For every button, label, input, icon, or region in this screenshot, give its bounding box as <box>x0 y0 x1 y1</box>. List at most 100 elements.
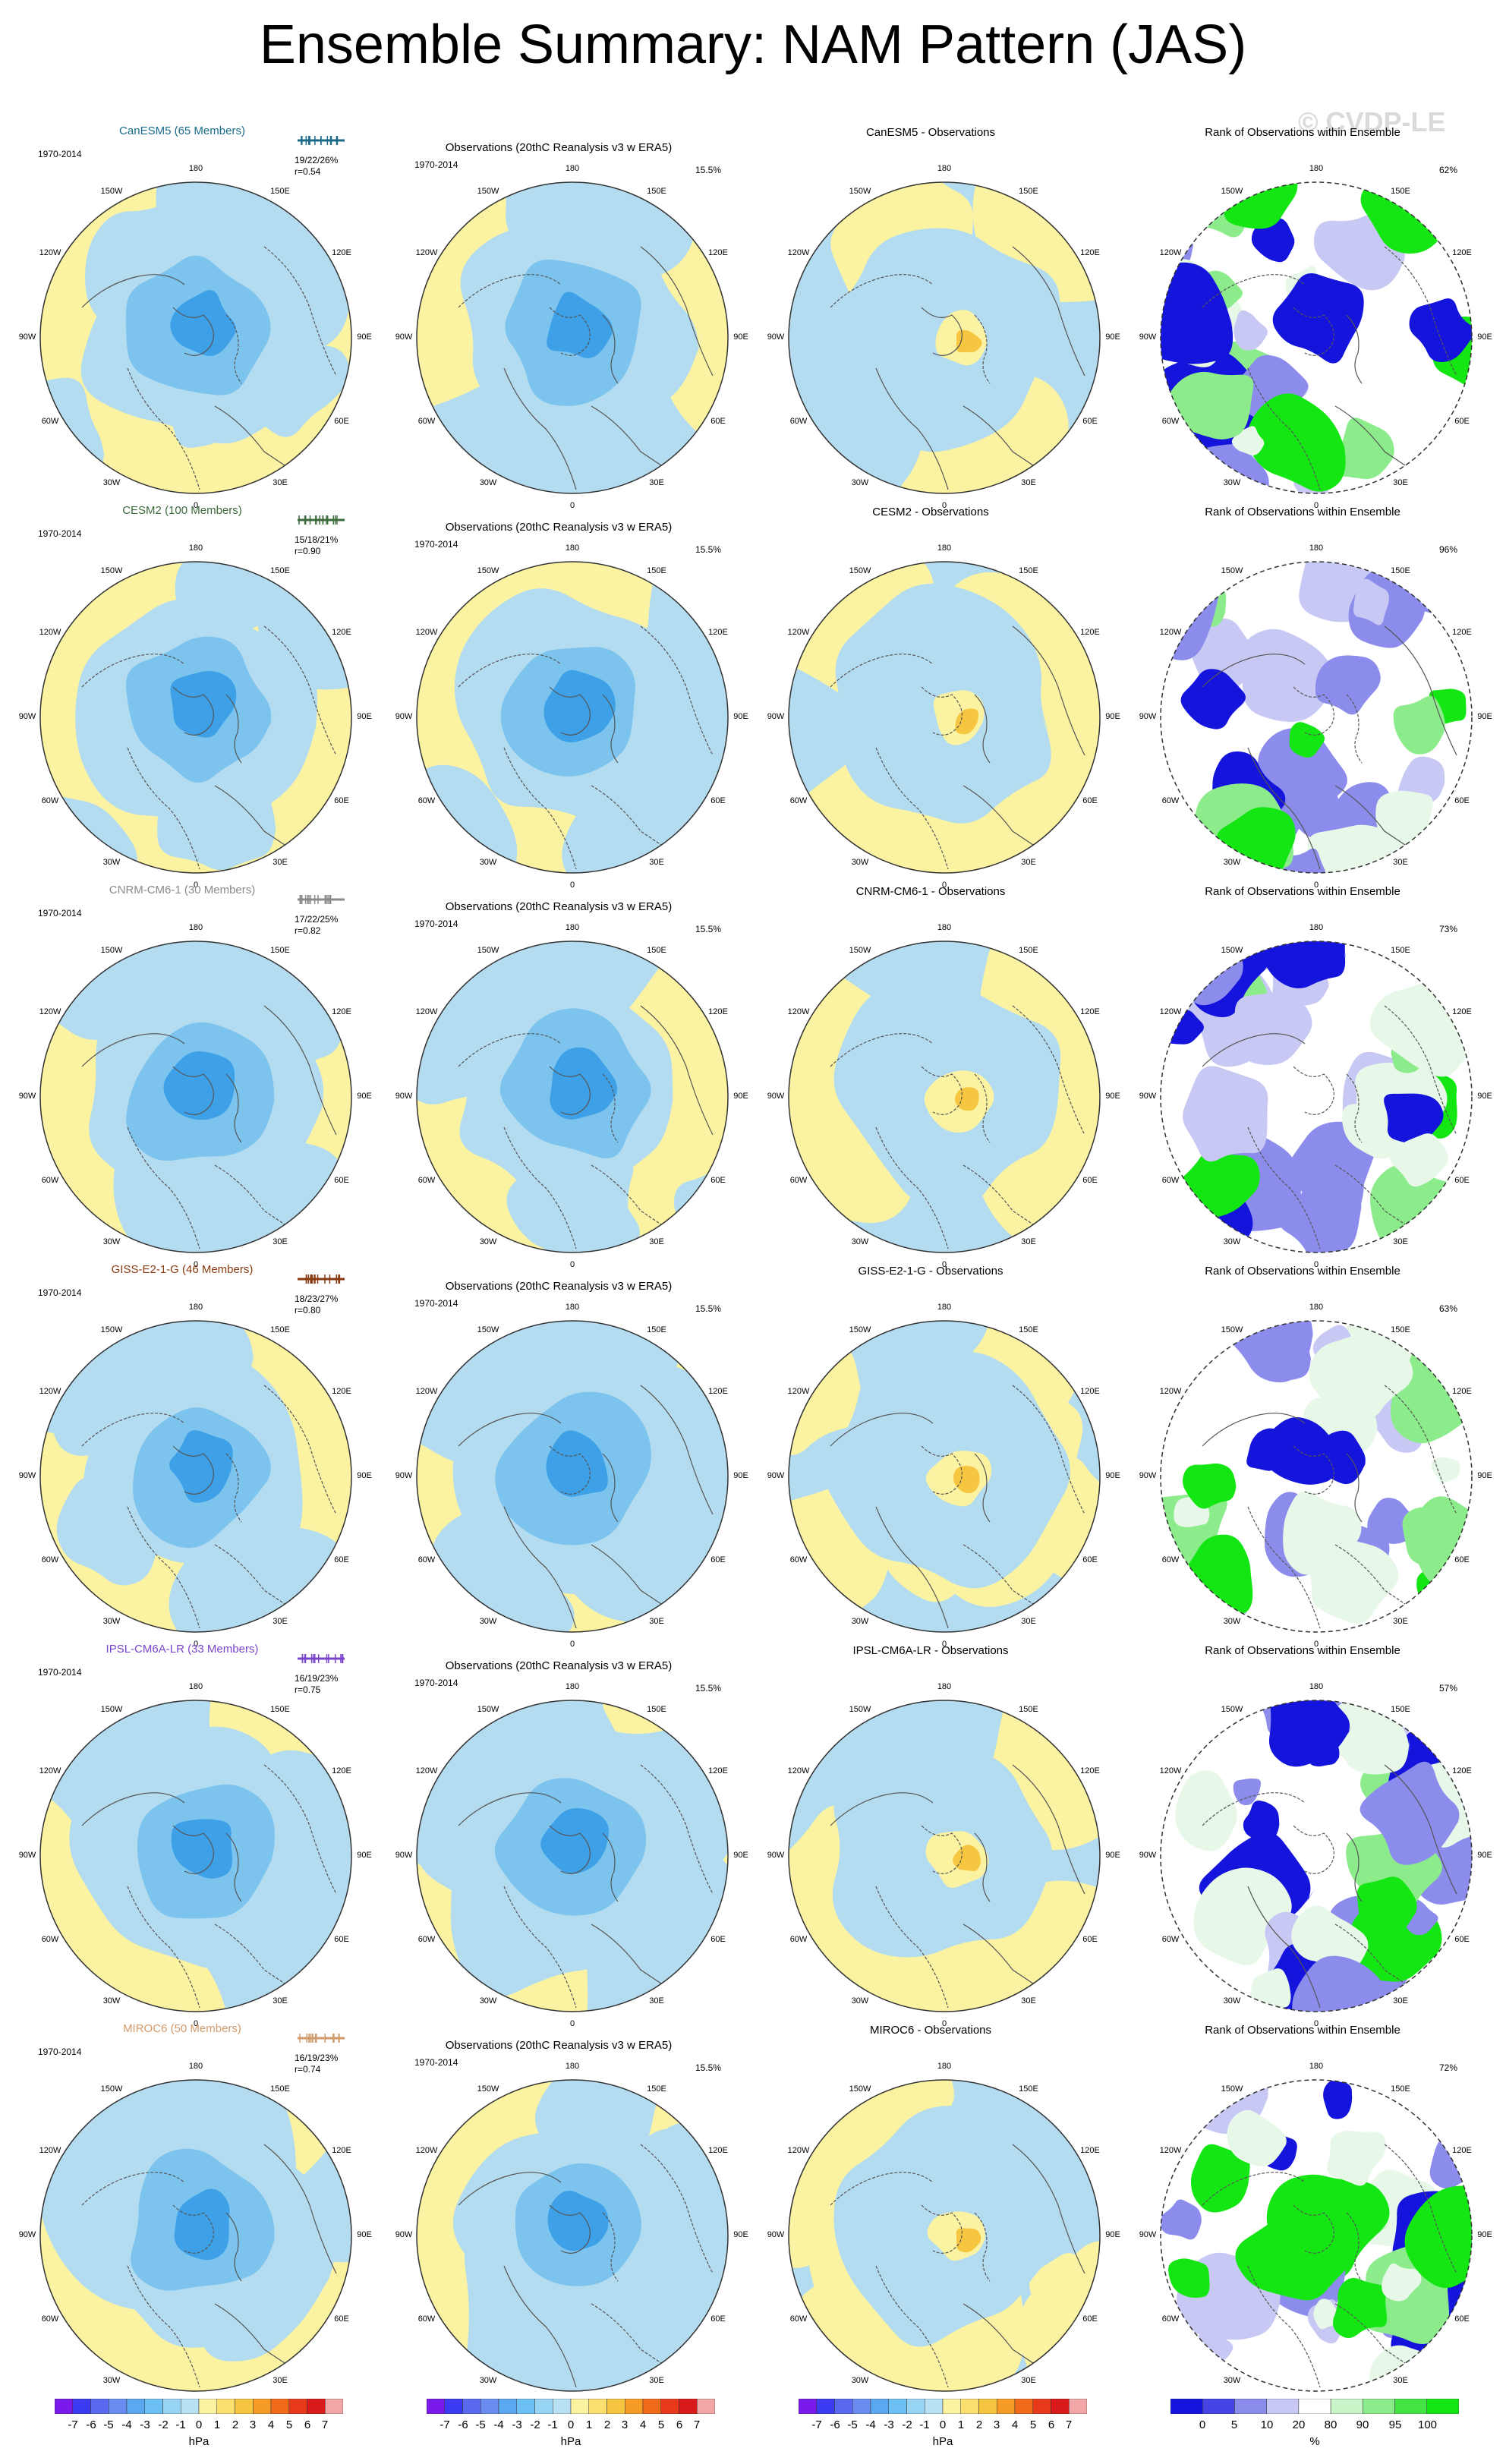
diff-polar-map <box>788 2079 1101 2392</box>
longitude-label: 60E <box>334 2314 349 2324</box>
map-container <box>1157 1317 1476 1636</box>
colorbar-tick-label: 4 <box>1011 2418 1019 2431</box>
colorbar-swatch <box>480 2398 499 2415</box>
longitude-label: 150E <box>647 1705 666 1714</box>
period-label: 1970-2014 <box>414 539 458 550</box>
colorbar-tick-label: 3 <box>249 2418 257 2431</box>
longitude-label: 0 <box>941 1260 947 1269</box>
period-label: 1970-2014 <box>38 528 82 539</box>
longitude-label: 60E <box>710 796 726 805</box>
map-container <box>1157 558 1476 877</box>
map-container <box>1157 2076 1476 2395</box>
longitude-label: 120W <box>787 2146 810 2155</box>
longitude-label: 60W <box>1161 1176 1180 1185</box>
map-container <box>413 937 732 1256</box>
longitude-label: 0 <box>569 1640 575 1649</box>
longitude-label: 90E <box>733 1851 748 1860</box>
longitude-label: 0 <box>193 501 199 510</box>
longitude-label: 120W <box>39 248 61 257</box>
longitude-label: 180 <box>565 1682 580 1691</box>
difference-title: IPSL-CM6A-LR - Observations <box>852 1644 1009 1657</box>
colorbar-swatch <box>444 2398 463 2415</box>
colorbar-tick-label: 7 <box>321 2418 329 2431</box>
longitude-label: 60W <box>41 2314 59 2324</box>
colorbar-swatch <box>697 2398 716 2415</box>
colorbar-swatch <box>426 2398 445 2415</box>
longitude-label: 90E <box>357 1471 372 1480</box>
spread-marks <box>298 1654 345 1663</box>
longitude-label: 60E <box>1454 1555 1470 1564</box>
longitude-label: 30W <box>479 1996 497 2006</box>
longitude-label: 30E <box>273 1237 288 1246</box>
model-panel: GISS-E2-1-G (46 Members) 1970-2014 18/23/2… <box>0 1245 376 1649</box>
longitude-label: 60E <box>710 1935 726 1944</box>
longitude-label: 60W <box>1161 796 1180 805</box>
longitude-label: 90E <box>733 712 748 721</box>
colorbar-swatch <box>181 2398 200 2415</box>
longitude-label: 0 <box>193 1640 199 1649</box>
longitude-label: 30W <box>1223 1996 1241 2006</box>
colorbar-swatch <box>144 2398 163 2415</box>
longitude-label: 90W <box>1139 1851 1157 1860</box>
spread-marks <box>298 2034 345 2043</box>
model-stats: 15/18/21% <box>295 534 339 545</box>
rank-percent: 57% <box>1439 1683 1458 1694</box>
longitude-label: 150E <box>647 1325 666 1334</box>
longitude-label: 150E <box>1019 1325 1038 1334</box>
longitude-label: 0 <box>569 2019 575 2028</box>
rank-panel: Rank of Observations within Ensemble 62% 1… <box>1120 106 1497 510</box>
longitude-label: 60W <box>417 2314 436 2324</box>
rank-title: Rank of Observations within Ensemble <box>1205 1644 1400 1657</box>
longitude-label: 30E <box>1021 478 1036 487</box>
rank-percent: 63% <box>1439 1303 1458 1314</box>
longitude-label: 120W <box>415 628 438 637</box>
longitude-label: 60W <box>41 417 59 426</box>
longitude-label: 180 <box>565 2062 580 2071</box>
rank-panel: Rank of Observations within Ensemble 96% 1… <box>1120 486 1497 890</box>
longitude-label: 60E <box>1082 417 1098 426</box>
longitude-label: 150W <box>100 566 123 575</box>
longitude-label: 60W <box>789 417 808 426</box>
colorbar-swatches <box>426 2398 716 2415</box>
colorbar-tick-label: 80 <box>1324 2418 1337 2431</box>
longitude-label: 120W <box>39 628 61 637</box>
rank-polar-map <box>1160 181 1473 494</box>
ensemble-spread-bar <box>295 1274 348 1284</box>
longitude-label: 60W <box>417 1176 436 1185</box>
colorbar-swatch <box>660 2398 679 2415</box>
longitude-label: 120E <box>1452 248 1472 257</box>
longitude-label: 120W <box>1159 628 1182 637</box>
longitude-label: 60E <box>1082 1555 1098 1564</box>
longitude-label: 60E <box>1082 1935 1098 1944</box>
page-title: Ensemble Summary: NAM Pattern (JAS) <box>259 14 1247 75</box>
colorbar-swatch <box>235 2398 254 2415</box>
colorbar-tick-label: 10 <box>1260 2418 1274 2431</box>
colorbar-tick-label: 2 <box>975 2418 983 2431</box>
difference-panel: GISS-E2-1-G - Observations 180 150E 120E 90E… <box>748 1245 1125 1649</box>
mean-polar-map <box>39 1320 352 1633</box>
longitude-label: 150E <box>1019 187 1038 196</box>
longitude-label: 120E <box>708 1766 728 1776</box>
longitude-label: 120W <box>39 2146 61 2155</box>
difference-title: GISS-E2-1-G - Observations <box>858 1265 1003 1278</box>
colorbar-tick-label: 2 <box>603 2418 611 2431</box>
model-title: CNRM-CM6-1 (30 Members) <box>109 884 256 896</box>
spread-marks <box>298 1275 345 1284</box>
period-label: 1970-2014 <box>38 1667 82 1678</box>
map-container <box>785 1697 1104 2015</box>
colorbar-tick-label: 90 <box>1356 2418 1369 2431</box>
colorbar-rank: 0 5 10 20 80 90 95 100% <box>1170 2398 1460 2459</box>
longitude-label: 90W <box>395 712 413 721</box>
longitude-label: 90E <box>733 2230 748 2239</box>
model-panel: IPSL-CM6A-LR (33 Members) 1970-2014 16/19/… <box>0 1624 376 2028</box>
rank-panel: Rank of Observations within Ensemble 72% 1… <box>1120 2004 1497 2408</box>
longitude-label: 0 <box>193 2019 199 2028</box>
colorbar-tick-label: 1 <box>957 2418 965 2431</box>
longitude-label: 150E <box>1019 946 1038 955</box>
diff-polar-map <box>788 1320 1101 1633</box>
longitude-label: 30W <box>1223 2376 1241 2385</box>
observations-percent: 15.5% <box>695 1683 722 1694</box>
longitude-label: 150E <box>647 2084 666 2094</box>
colorbar-swatch <box>462 2398 481 2415</box>
longitude-label: 30W <box>1223 858 1241 867</box>
